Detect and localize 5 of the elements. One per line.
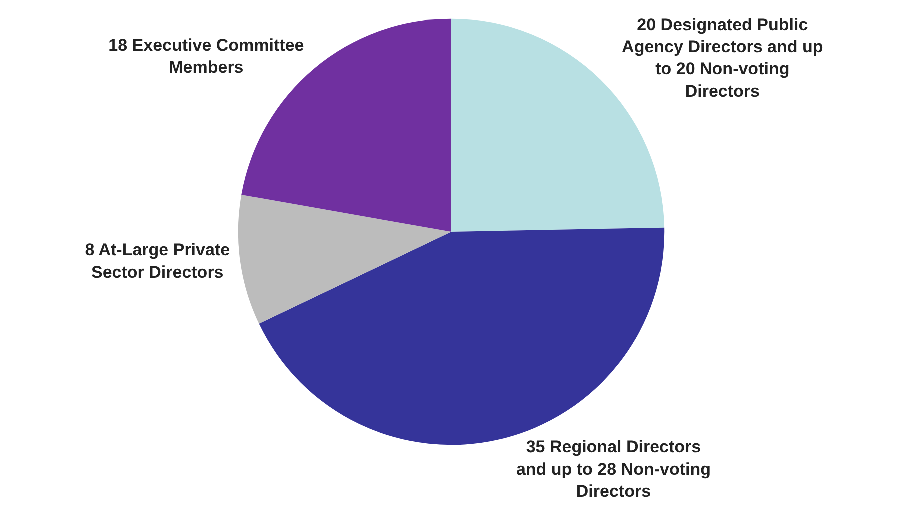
slice-label: 8 At-Large Private Sector Directors [85,240,230,282]
slice-label: 35 Regional Directors and up to 28 Non-voting Directors [516,438,711,501]
pie-slice [238,194,452,324]
slice-label: 20 Designated Public Agency Directors and up to 20 Non-voting Directors [622,15,824,101]
slice-label: 18 Executive Committee Members [108,36,304,78]
